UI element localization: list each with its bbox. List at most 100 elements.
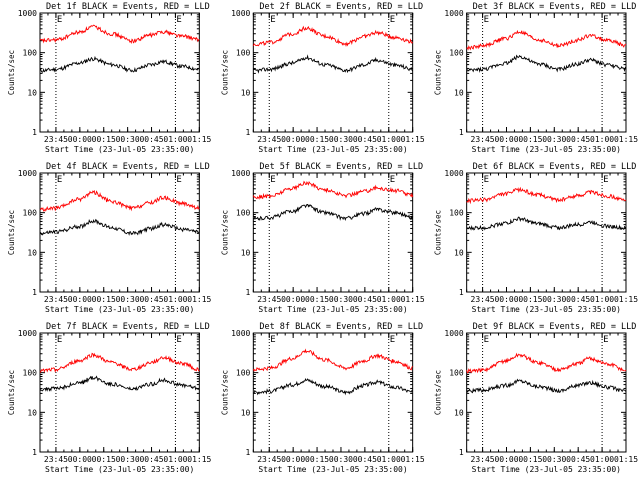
x-tick-label: 23:45 xyxy=(471,295,495,304)
x-tick-label: 00:45 xyxy=(353,295,377,304)
event-marker-label: E xyxy=(176,335,181,345)
x-tick-label: 01:00 xyxy=(163,135,187,144)
y-tick-label: 10 xyxy=(241,88,251,97)
x-tick-label: 00:45 xyxy=(139,295,163,304)
x-tick-label: 23:45 xyxy=(44,135,68,144)
event-marker-label: E xyxy=(270,175,275,185)
x-tick-label: 00:00 xyxy=(281,455,305,464)
plot-frame xyxy=(466,172,627,293)
x-tick-label: 01:15 xyxy=(187,135,211,144)
x-tick-label: 01:00 xyxy=(377,455,401,464)
y-tick-label: 10 xyxy=(241,248,251,257)
y-tick-label: 100 xyxy=(236,369,251,378)
chart-title: Det 7f BLACK = Events, RED = LLD xyxy=(46,322,210,332)
series-line-events xyxy=(39,218,200,236)
y-tick-label: 10 xyxy=(241,408,251,417)
x-axis-label: Start Time (23-Jul-05 23:35:00) xyxy=(258,465,407,474)
series-line-lld xyxy=(39,352,200,373)
x-tick-label: 00:00 xyxy=(281,295,305,304)
x-tick-label: 01:15 xyxy=(401,135,425,144)
x-axis-label: Start Time (23-Jul-05 23:35:00) xyxy=(45,305,194,314)
series-line-lld xyxy=(466,186,627,205)
x-tick-label: 01:15 xyxy=(401,455,425,464)
x-tick-label: 00:15 xyxy=(518,295,542,304)
x-axis-label: Start Time (23-Jul-05 23:35:00) xyxy=(258,145,407,154)
chart-title: Det 1f BLACK = Events, RED = LLD xyxy=(46,2,210,12)
x-tick-label: 00:45 xyxy=(566,455,590,464)
x-tick-label: 00:15 xyxy=(305,135,329,144)
y-tick-label: 1 xyxy=(32,288,37,297)
series-line-events xyxy=(39,375,200,392)
x-axis-label: Start Time (23-Jul-05 23:35:00) xyxy=(258,305,407,314)
y-tick-label: 1 xyxy=(32,448,37,457)
y-tick-label: 1 xyxy=(246,128,251,137)
y-tick-label: 100 xyxy=(23,209,38,218)
plot-frame xyxy=(466,332,627,453)
x-tick-label: 00:00 xyxy=(281,135,305,144)
y-tick-label: 1000 xyxy=(18,329,37,338)
x-tick-label: 23:45 xyxy=(471,455,495,464)
series-line-events xyxy=(466,54,627,73)
y-tick-label: 1000 xyxy=(231,169,250,178)
y-axis-label: Counts/sec xyxy=(220,370,229,415)
x-tick-label: 01:00 xyxy=(377,295,401,304)
x-axis-label: Start Time (23-Jul-05 23:35:00) xyxy=(472,465,621,474)
x-tick-label: 00:00 xyxy=(68,295,92,304)
x-tick-label: 01:00 xyxy=(590,455,614,464)
x-tick-label: 00:30 xyxy=(116,455,140,464)
x-axis-label: Start Time (23-Jul-05 23:35:00) xyxy=(472,305,621,314)
x-tick-label: 00:30 xyxy=(329,455,353,464)
y-tick-label: 1000 xyxy=(18,169,37,178)
chart-panel: Det 8f BLACK = Events, RED = LLD 1 10 100 10… xyxy=(220,322,425,474)
plot-frame xyxy=(466,12,627,133)
y-axis-label: Counts/sec xyxy=(434,210,443,255)
y-axis-label: Counts/sec xyxy=(220,50,229,95)
plot-frame xyxy=(39,12,200,133)
series-line-events xyxy=(253,203,414,222)
event-marker-label: E xyxy=(484,335,489,345)
x-tick-label: 23:45 xyxy=(44,295,68,304)
x-tick-label: 00:15 xyxy=(518,135,542,144)
x-tick-label: 23:45 xyxy=(257,455,281,464)
chart-panel: Det 6f BLACK = Events, RED = LLD 1 10 100 10… xyxy=(434,162,639,314)
x-tick-label: 01:00 xyxy=(163,295,187,304)
plot-frame xyxy=(39,332,200,453)
event-marker-label: E xyxy=(270,15,275,25)
x-tick-label: 01:00 xyxy=(590,135,614,144)
y-tick-label: 100 xyxy=(23,369,38,378)
y-axis-label: Counts/sec xyxy=(7,210,16,255)
chart-panel: Det 2f BLACK = Events, RED = LLD 1 10 100 10… xyxy=(220,2,425,154)
x-tick-label: 00:15 xyxy=(305,295,329,304)
event-marker-label: E xyxy=(57,335,62,345)
x-tick-label: 01:15 xyxy=(614,455,638,464)
event-marker-label: E xyxy=(390,15,395,25)
y-axis-label: Counts/sec xyxy=(7,370,16,415)
x-tick-label: 00:15 xyxy=(92,455,116,464)
chart-title: Det 3f BLACK = Events, RED = LLD xyxy=(473,2,637,12)
y-tick-label: 10 xyxy=(27,248,37,257)
x-tick-label: 00:00 xyxy=(494,455,518,464)
plot-frame xyxy=(252,12,414,133)
chart-title: Det 5f BLACK = Events, RED = LLD xyxy=(259,162,423,172)
series-line-lld xyxy=(252,25,413,47)
event-marker-label: E xyxy=(603,175,608,185)
x-tick-label: 00:00 xyxy=(494,135,518,144)
y-tick-label: 1000 xyxy=(444,9,463,18)
x-tick-label: 00:15 xyxy=(305,455,329,464)
event-marker-label: E xyxy=(603,335,608,345)
x-tick-label: 01:15 xyxy=(187,455,211,464)
y-tick-label: 100 xyxy=(449,209,464,218)
y-tick-label: 1000 xyxy=(231,329,250,338)
event-marker-label: E xyxy=(484,15,489,25)
x-tick-label: 00:30 xyxy=(542,135,566,144)
x-axis-label: Start Time (23-Jul-05 23:35:00) xyxy=(45,465,194,474)
x-tick-label: 00:30 xyxy=(116,135,140,144)
y-tick-label: 1000 xyxy=(231,9,250,18)
y-axis-label: Counts/sec xyxy=(434,50,443,95)
x-axis-label: Start Time (23-Jul-05 23:35:00) xyxy=(45,145,194,154)
x-tick-label: 23:45 xyxy=(44,455,68,464)
y-tick-label: 100 xyxy=(449,49,464,58)
x-axis-label: Start Time (23-Jul-05 23:35:00) xyxy=(472,145,621,154)
y-tick-label: 1000 xyxy=(18,9,37,18)
x-tick-label: 00:30 xyxy=(329,295,353,304)
